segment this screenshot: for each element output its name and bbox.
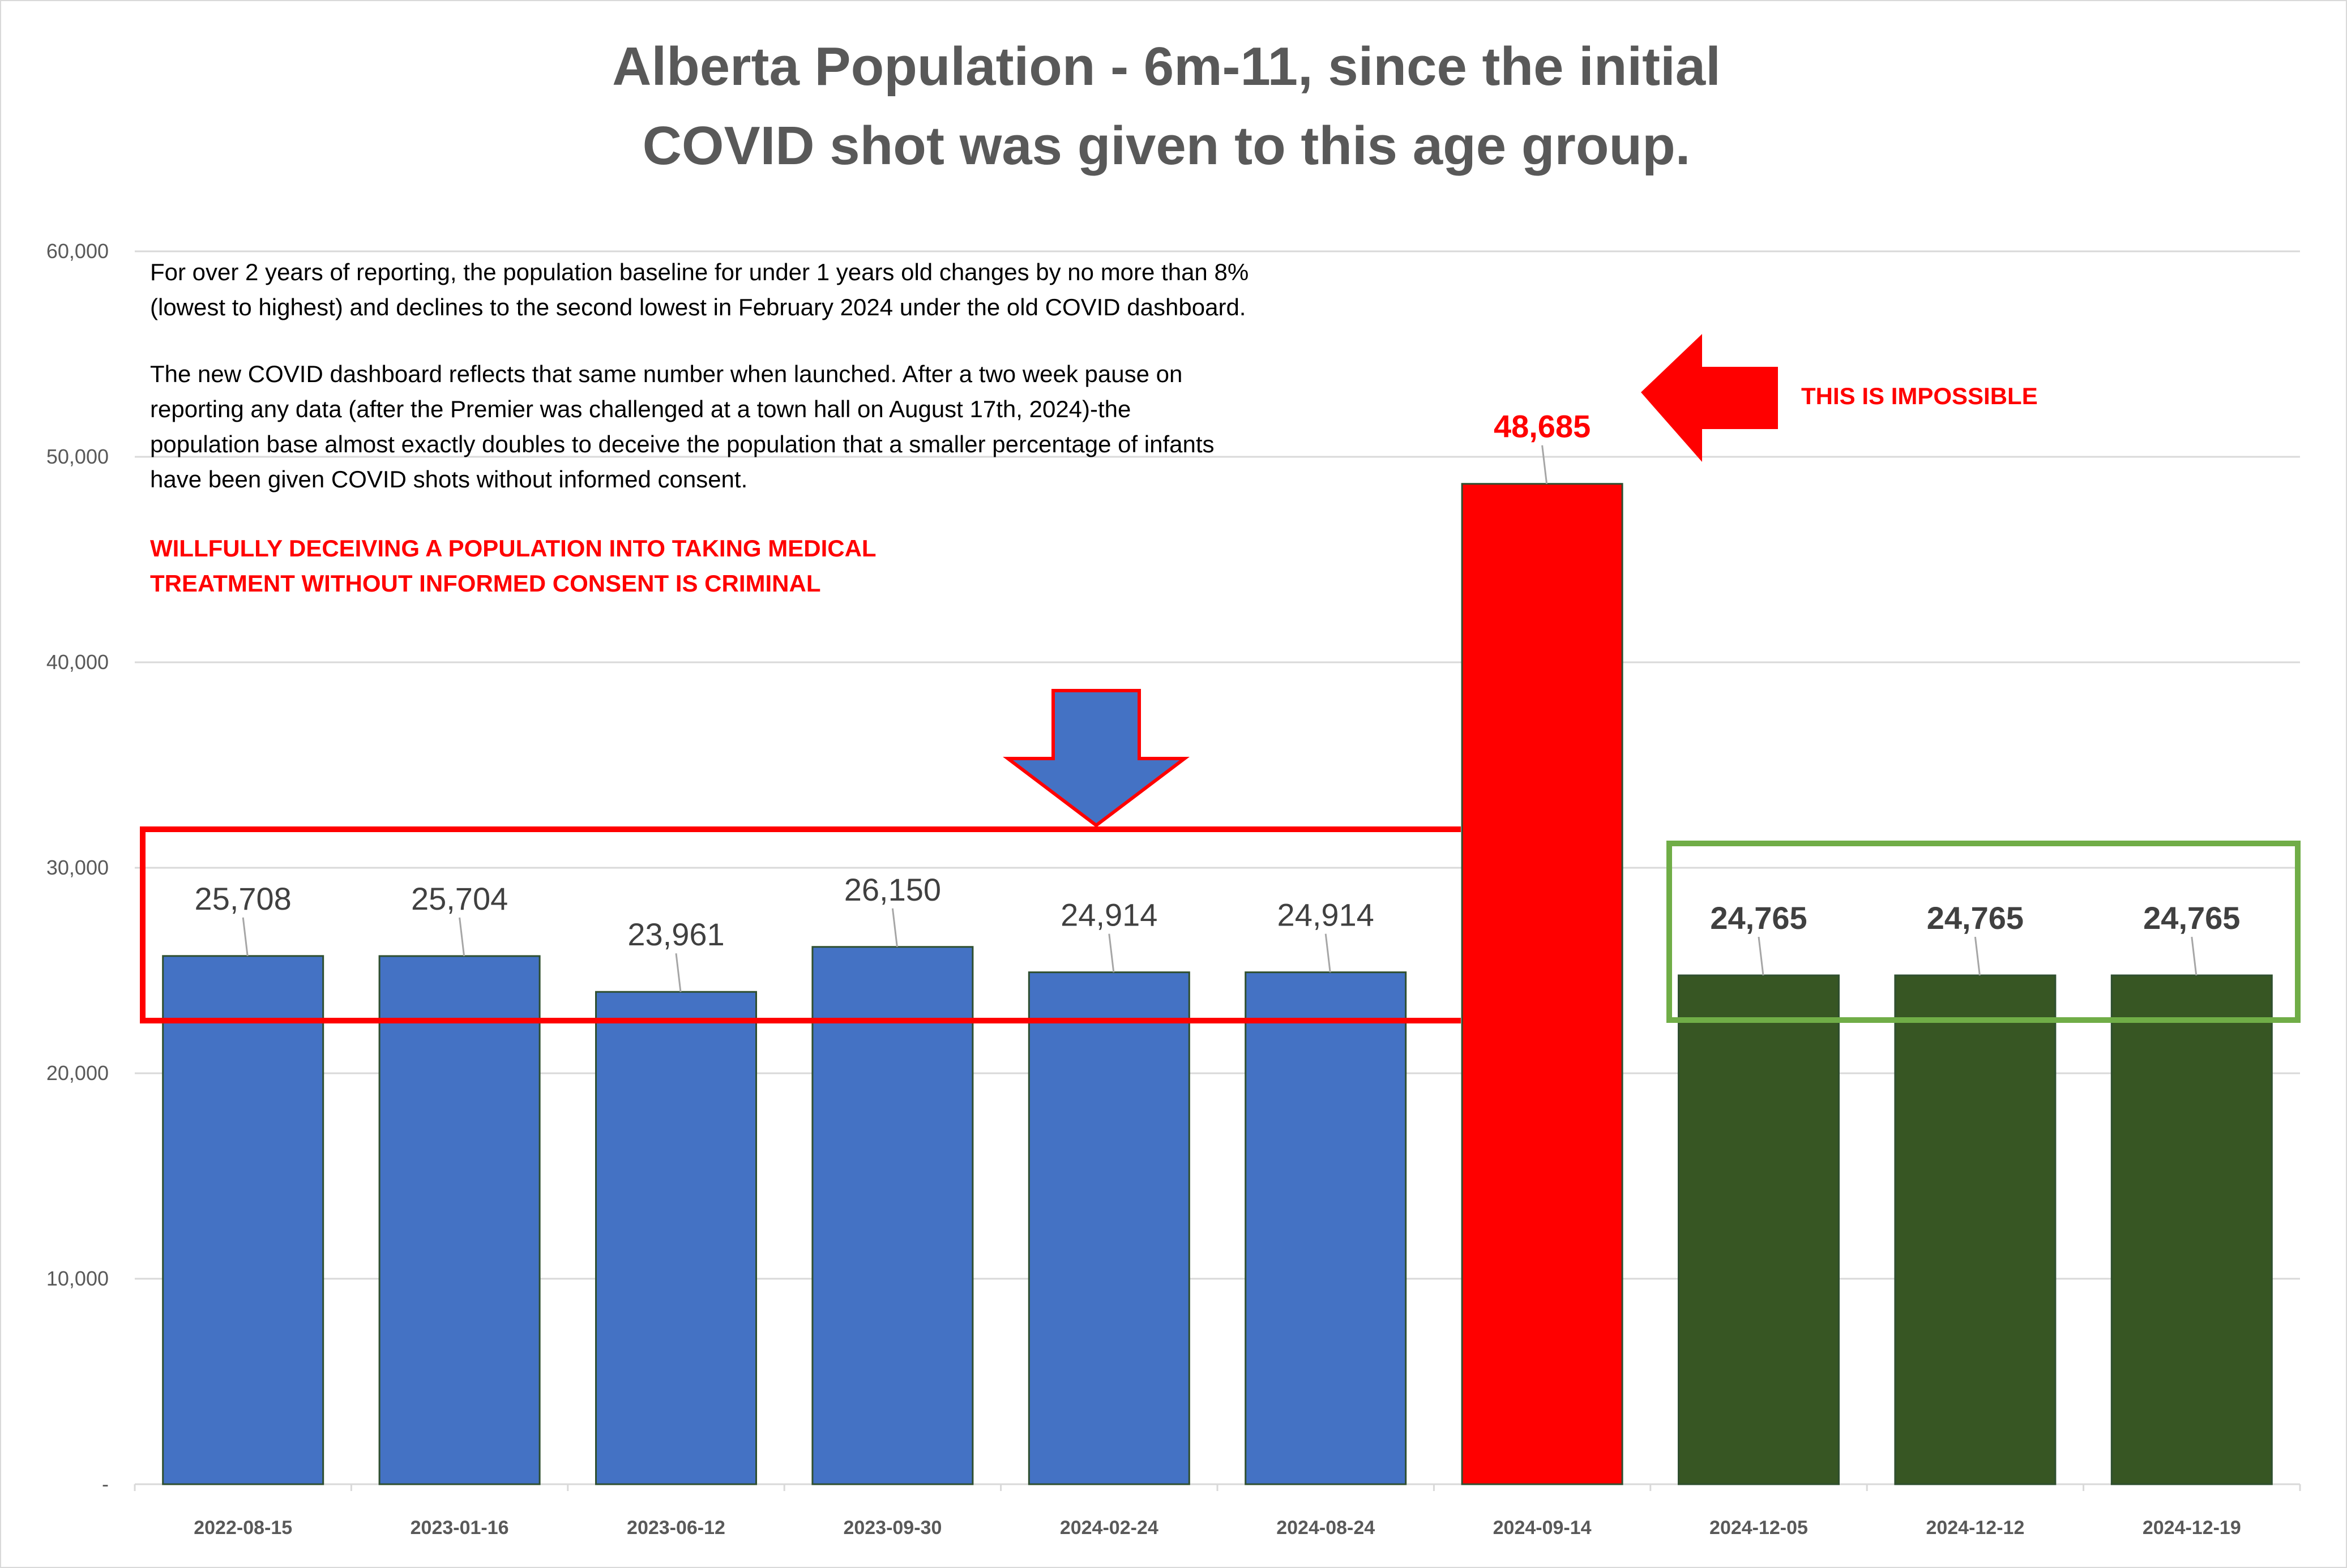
data-label-leader-line	[1541, 445, 1548, 484]
note-line: reporting any data (after the Premier wa…	[150, 396, 1131, 422]
x-tick-label: 2024-12-19	[2143, 1517, 2241, 1539]
impossible-callout: THIS IS IMPOSSIBLE	[1801, 383, 2038, 409]
data-label: 25,708	[195, 881, 292, 916]
chart-title-line-2: COVID shot was given to this age group.	[643, 115, 1691, 176]
y-tick-label: 60,000	[46, 239, 109, 263]
x-tick-label: 2022-08-15	[194, 1517, 292, 1539]
data-label-leader-line	[459, 917, 465, 957]
data-label-leader-line	[1324, 933, 1331, 972]
data-label-leader-line	[2191, 936, 2198, 976]
data-label: 24,765	[2143, 900, 2240, 936]
bar	[162, 955, 324, 1485]
data-label: 24,765	[1710, 900, 1807, 936]
bar	[595, 991, 757, 1485]
y-tick-label: 30,000	[46, 856, 109, 879]
x-tick-label: 2023-06-12	[627, 1517, 725, 1539]
x-tick-label: 2024-08-24	[1276, 1517, 1375, 1539]
note-line: (lowest to highest) and declines to the …	[150, 294, 1246, 320]
data-label: 48,685	[1494, 409, 1591, 444]
bar	[1894, 974, 2057, 1485]
data-label: 24,765	[1927, 900, 2024, 936]
left-arrow-icon	[1641, 334, 1778, 462]
data-label-leader-line	[891, 908, 898, 947]
explanatory-note: For over 2 years of reporting, the popul…	[150, 259, 1249, 597]
bar	[1461, 483, 1623, 1485]
note-line: population base almost exactly doubles t…	[150, 431, 1215, 457]
data-label-leader-line	[1108, 933, 1115, 972]
bar	[1028, 971, 1190, 1485]
data-label-leader-line	[242, 917, 249, 956]
data-label-leader-line	[1974, 936, 1981, 976]
data-label: 23,961	[627, 916, 724, 952]
data-label: 24,914	[1061, 897, 1157, 933]
warning-line: WILLFULLY DECEIVING A POPULATION INTO TA…	[150, 535, 877, 562]
y-axis-ticks: - 10,000 20,000 30,000 40,000 50,000 60,000	[46, 239, 109, 1496]
y-tick-label: 10,000	[46, 1267, 109, 1290]
warning-line: TREATMENT WITHOUT INFORMED CONSENT IS CR…	[150, 570, 820, 597]
old-dashboard-highlight-box	[140, 826, 1461, 1023]
bar	[811, 946, 974, 1485]
data-label-leader-line	[1758, 936, 1764, 976]
note-line: have been given COVID shots without info…	[150, 466, 747, 492]
x-tick-label: 2024-09-14	[1493, 1517, 1592, 1539]
data-label: 24,914	[1277, 897, 1374, 933]
note-line: The new COVID dashboard reflects that sa…	[150, 361, 1182, 387]
x-tick-label: 2023-01-16	[411, 1517, 509, 1539]
x-tick-label: 2024-12-05	[1709, 1517, 1808, 1539]
data-label-leader-line	[675, 953, 682, 992]
x-tick-label: 2024-12-12	[1926, 1517, 2024, 1539]
data-label: 25,704	[411, 881, 508, 916]
x-tick-label: 2023-09-30	[843, 1517, 942, 1539]
recent-values-highlight-box	[1666, 841, 2301, 1023]
bar	[1245, 971, 1407, 1485]
y-tick-label: -	[102, 1472, 109, 1496]
bar	[2110, 974, 2273, 1485]
y-tick-label: 50,000	[46, 445, 109, 468]
y-tick-label: 40,000	[46, 650, 109, 674]
x-axis-ticks: 2022-08-15 2023-01-16 2023-06-12 2023-09-30…	[134, 1484, 2301, 1539]
down-arrow-icon	[1003, 689, 1190, 828]
bar	[1678, 974, 1840, 1485]
bars: 25,708 25,704 23,961 26,150 24,914 24,914 48,6…	[162, 409, 2273, 1485]
note-line: For over 2 years of reporting, the popul…	[150, 259, 1249, 285]
bar	[378, 955, 541, 1485]
chart-title-line-1: Alberta Population - 6m-11, since the in…	[612, 36, 1721, 97]
data-label: 26,150	[844, 872, 941, 907]
y-tick-label: 20,000	[46, 1061, 109, 1085]
x-tick-label: 2024-02-24	[1060, 1517, 1158, 1539]
